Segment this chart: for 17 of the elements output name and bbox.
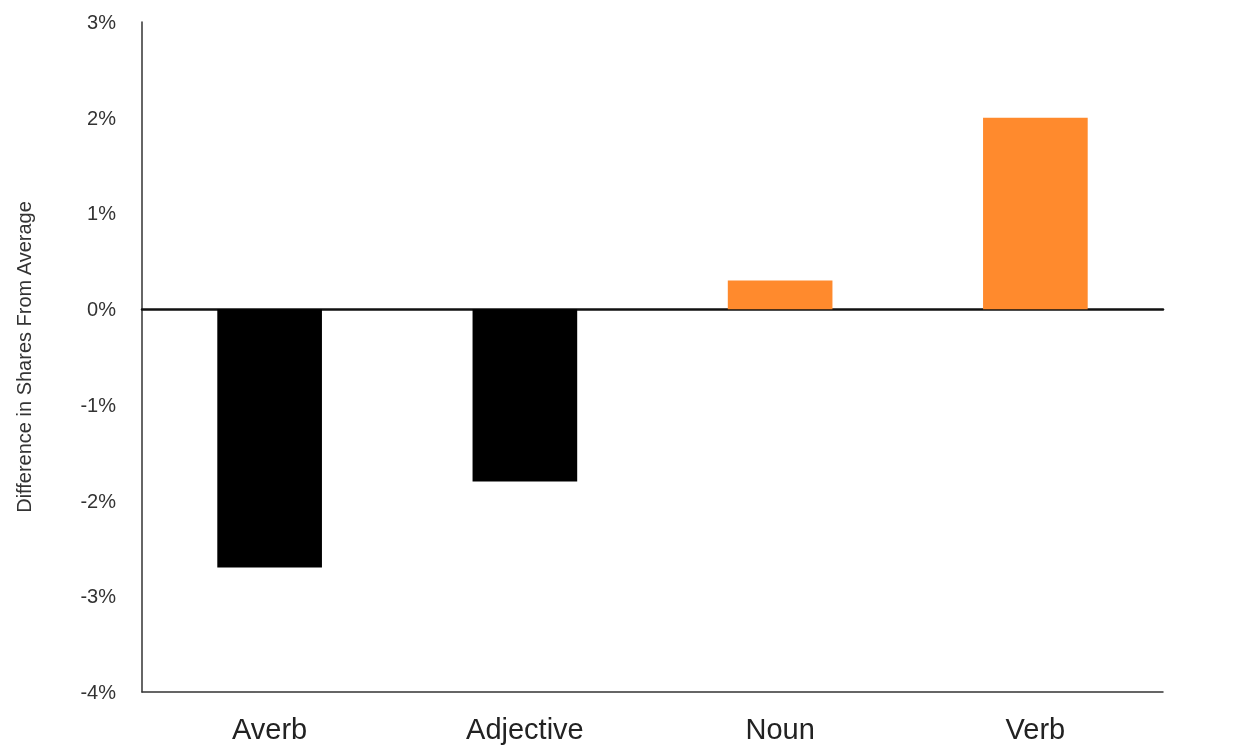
bar [727, 280, 833, 310]
bar [217, 309, 322, 568]
y-tick-label: 0% [87, 298, 117, 321]
y-tick-label: -3% [80, 585, 117, 608]
y-tick-label: 3% [87, 11, 117, 33]
y-tick-label: -4% [80, 681, 117, 703]
x-tick-label: Verb [1005, 712, 1066, 745]
bar [472, 309, 578, 482]
y-tick-label: -1% [80, 393, 117, 416]
y-tick-label: 1% [87, 202, 117, 225]
y-tick-label: 2% [87, 106, 117, 129]
x-tick-label: Adjective [466, 712, 584, 745]
x-tick-label: Averb [232, 712, 308, 745]
y-axis-title: Difference in Shares From Average [13, 201, 35, 513]
x-tick-label: Noun [745, 712, 815, 745]
y-tick-label: -2% [80, 489, 117, 512]
bar [983, 117, 1088, 310]
